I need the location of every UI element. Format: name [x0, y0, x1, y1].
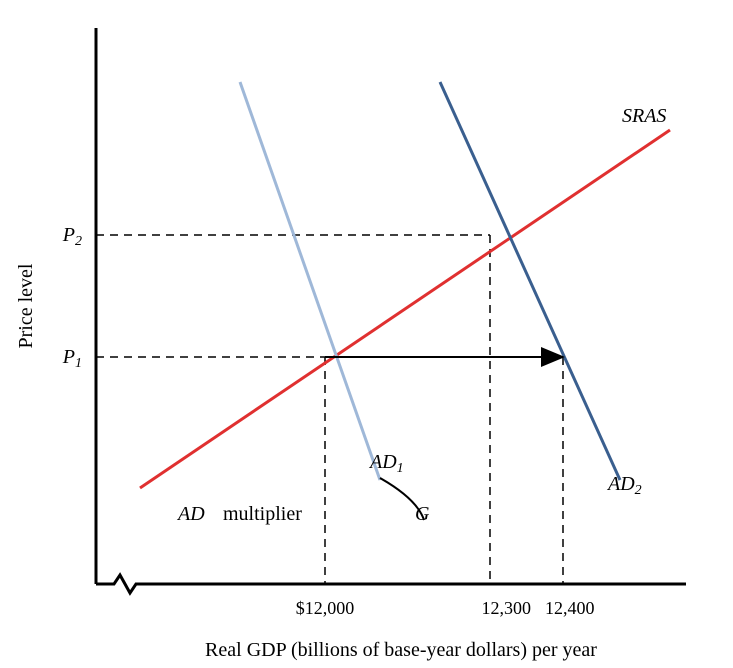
- ad-multiplier-text: multiplier: [223, 503, 302, 525]
- x-tick-label: $12,000: [296, 598, 355, 618]
- y-axis-title: Price level: [15, 263, 37, 348]
- sras-label: SRAS: [622, 105, 666, 127]
- g-label: G: [415, 503, 430, 525]
- x-tick-label: 12,400: [545, 598, 595, 618]
- ad-multiplier-ad: AD: [176, 503, 205, 525]
- x-tick-label: 12,300: [482, 598, 532, 618]
- x-axis-title: Real GDP (billions of base-year dollars)…: [205, 639, 597, 661]
